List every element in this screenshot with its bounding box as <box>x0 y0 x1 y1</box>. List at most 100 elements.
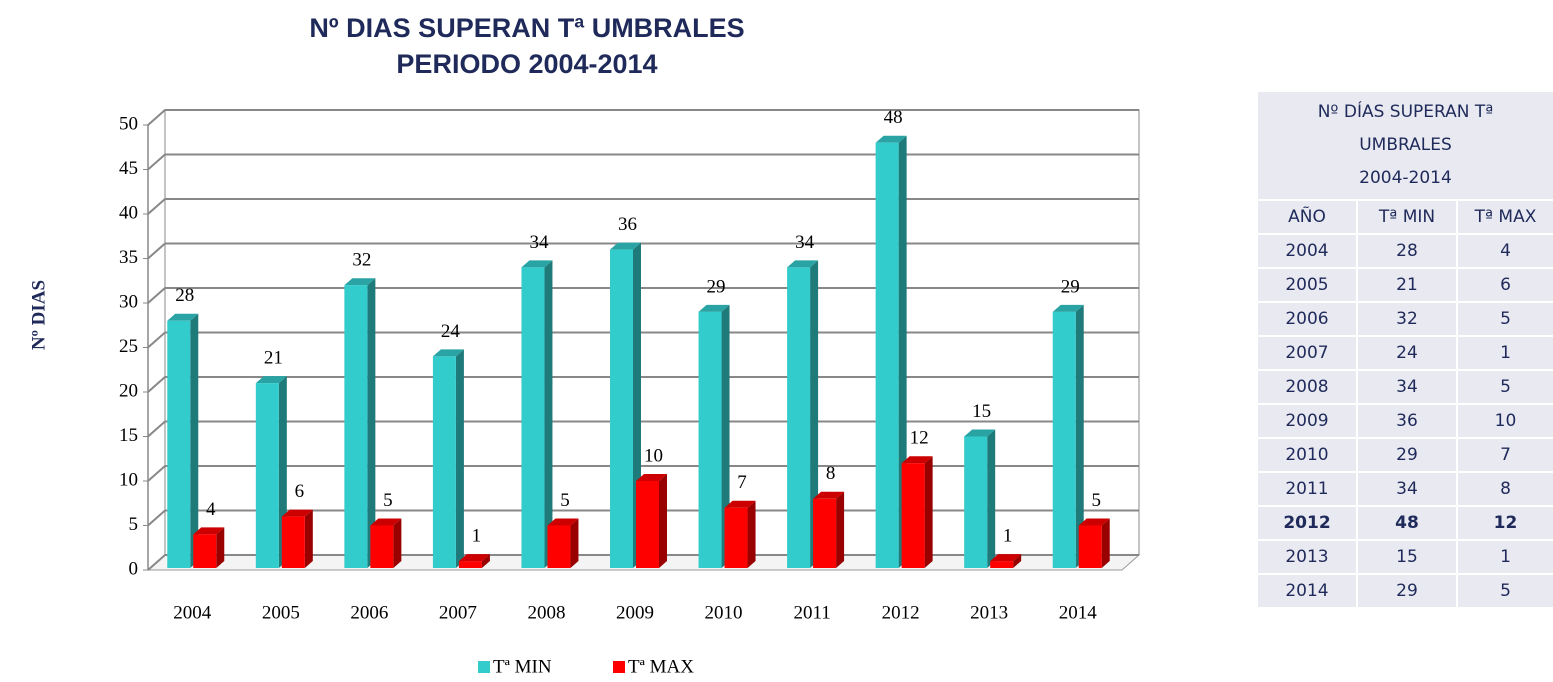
bar-side <box>190 313 199 568</box>
y-tick-label: 30 <box>119 291 138 312</box>
bar-top <box>281 509 313 517</box>
table-cell: 15 <box>1358 541 1458 573</box>
table-row: 2009 36 10 <box>1258 405 1553 439</box>
table-cell: 2013 <box>1258 541 1358 573</box>
x-tick-label: 2010 <box>705 602 743 623</box>
data-label: 10 <box>644 445 663 466</box>
bar-side <box>898 135 907 569</box>
table-row: 2013 15 1 <box>1258 541 1553 575</box>
bar-side <box>570 518 579 568</box>
table-cell: 1 <box>1458 541 1553 573</box>
data-label: 36 <box>618 214 637 235</box>
grid-line <box>147 109 1139 126</box>
data-label: 34 <box>795 232 815 253</box>
bar-side <box>1013 554 1022 568</box>
grid-line <box>147 198 1139 215</box>
data-label: 4 <box>206 499 216 520</box>
table-cell: 2008 <box>1258 371 1358 403</box>
data-label: 28 <box>175 285 194 306</box>
bar-top <box>458 554 490 562</box>
x-tick-label: 2011 <box>793 602 830 623</box>
data-label: 5 <box>560 490 570 511</box>
legend-label: Tª MAX <box>628 656 694 677</box>
bar-side <box>924 456 933 568</box>
bar-top <box>698 304 730 312</box>
table-cell: 5 <box>1458 303 1553 335</box>
chart-title: PERIODO 2004-2014 <box>396 49 657 79</box>
bar <box>458 561 482 568</box>
bar-top <box>193 527 225 535</box>
x-tick-label: 2004 <box>173 602 212 623</box>
bar-top <box>964 429 996 437</box>
table-cell: 2014 <box>1258 575 1358 607</box>
bar-top <box>432 349 464 357</box>
x-tick-label: 2014 <box>1059 602 1098 623</box>
data-label: 34 <box>529 232 549 253</box>
legend-swatch <box>613 661 625 673</box>
table-cell: 12 <box>1458 507 1553 539</box>
bar-top <box>787 260 819 268</box>
table-cell: 29 <box>1358 439 1458 471</box>
chart: Nº DIAS SUPERAN Tª UMBRALES PERIODO 2004… <box>28 13 1141 677</box>
bar-top <box>521 260 553 268</box>
bar-top <box>724 500 756 508</box>
bar-top <box>610 242 641 250</box>
bar <box>167 320 191 568</box>
table-cell: 2005 <box>1258 269 1358 301</box>
y-tick-label: 5 <box>129 514 139 535</box>
data-label: 5 <box>1091 490 1101 511</box>
bar-side <box>810 260 819 568</box>
data-label: 7 <box>737 472 747 493</box>
bar <box>724 507 748 568</box>
table-cell: 28 <box>1358 235 1458 267</box>
bar-side <box>1075 304 1084 568</box>
bar <box>370 525 394 568</box>
legend-swatch <box>478 661 490 673</box>
table-cell: 5 <box>1458 371 1553 403</box>
bar-top <box>1078 518 1110 526</box>
table-cell: 2012 <box>1258 507 1358 539</box>
data-label: 24 <box>441 321 461 342</box>
table-title-line: UMBRALES <box>1359 135 1452 155</box>
table-cell: 2007 <box>1258 337 1358 369</box>
bar <box>901 463 925 568</box>
y-tick-label: 35 <box>119 247 138 268</box>
table-cell: 2004 <box>1258 235 1358 267</box>
bar <box>964 436 988 568</box>
data-label: 32 <box>352 250 371 271</box>
data-label: 29 <box>707 276 726 297</box>
bar-top <box>370 518 402 526</box>
table-cell: 48 <box>1358 507 1458 539</box>
bar <box>255 383 279 568</box>
table-row: 2011 34 8 <box>1258 473 1553 507</box>
table-cell: 34 <box>1358 371 1458 403</box>
table-cell: 2010 <box>1258 439 1358 471</box>
bar-top <box>901 456 933 464</box>
bar <box>1078 525 1102 568</box>
bar-top <box>636 474 667 481</box>
table-cell: 4 <box>1458 235 1553 267</box>
bar-top <box>990 554 1022 562</box>
y-tick-label: 50 <box>119 113 138 134</box>
bar <box>990 561 1014 568</box>
table-cell: 6 <box>1458 269 1553 301</box>
bar-top <box>167 313 199 321</box>
table-cell: 36 <box>1358 405 1458 437</box>
data-label: 48 <box>884 107 903 128</box>
y-tick-label: 20 <box>119 380 138 401</box>
bar-side <box>455 349 464 568</box>
bar-side <box>721 304 730 568</box>
bar <box>875 142 899 569</box>
x-tick-label: 2008 <box>527 602 565 623</box>
bar-side <box>1101 518 1110 568</box>
data-label: 5 <box>383 490 393 511</box>
header-cell: Tª MIN <box>1358 201 1458 233</box>
bar <box>521 267 545 568</box>
bar <box>698 311 722 568</box>
x-tick-label: 2012 <box>882 602 920 623</box>
table-title: Nº DÍAS SUPERAN Tª UMBRALES 2004-2014 <box>1258 92 1553 201</box>
bar-side <box>544 260 553 568</box>
bar <box>281 516 305 568</box>
bar-top <box>344 278 376 286</box>
x-tick-label: 2005 <box>262 602 300 623</box>
